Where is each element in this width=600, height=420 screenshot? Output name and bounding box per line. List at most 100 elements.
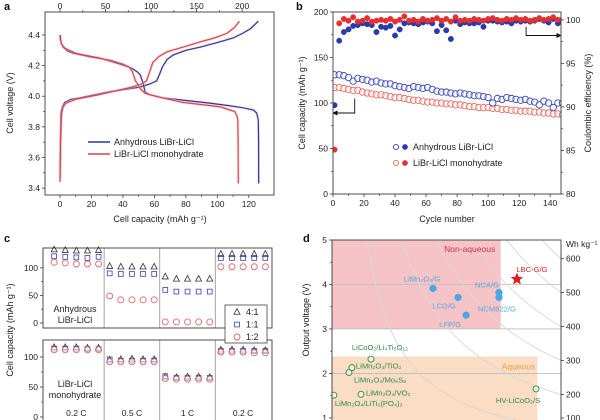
y2-tick-label: 200	[566, 389, 580, 399]
legend-marker-circle	[233, 333, 241, 341]
right-axis-arrow	[525, 26, 562, 39]
iso-energy-curve	[401, 240, 561, 395]
point-label: HV-LiCoO₂/S	[496, 396, 540, 405]
data-point	[129, 271, 135, 277]
data-point	[396, 26, 403, 33]
y-tick-label: 3.8	[28, 122, 40, 132]
x-tick-label: 120	[512, 198, 526, 208]
series-line-monohydrate-charge	[59, 20, 240, 183]
data-point	[251, 255, 258, 261]
data-point-aqueous	[532, 385, 540, 393]
data-point	[50, 245, 58, 253]
top-x-tick-label: 50	[101, 1, 111, 11]
data-point	[117, 262, 125, 270]
plot-frame	[42, 339, 273, 420]
legend-marker-square	[234, 321, 240, 328]
top-x-tick-label: 150	[190, 1, 204, 11]
y-tick-label: 100	[314, 98, 328, 108]
x-tick-label: 40	[390, 198, 400, 208]
legend-label: Anhydrous LiBr-LiCl	[114, 137, 194, 147]
data-point	[139, 358, 147, 366]
top-x-tick-label: 100	[144, 1, 158, 11]
data-point	[217, 263, 225, 271]
y-tick-label: 3	[322, 324, 327, 334]
point-label: LiMn₂O₄/Mo₆S₈	[354, 376, 406, 385]
data-point	[161, 375, 169, 383]
data-point	[106, 261, 114, 269]
data-point	[447, 36, 454, 42]
legend-marker-triangle	[233, 307, 241, 315]
legend: Anhydrous LiBr-LiCl LiBr-LiCl monohydrate	[392, 142, 503, 168]
data-point	[61, 259, 69, 267]
aqueous-label: Aqueous	[502, 362, 536, 372]
data-point	[345, 26, 352, 33]
data-point	[396, 16, 403, 23]
legend: Anhydrous LiBr-LiCl LiBr-LiCl monohydrate	[88, 137, 204, 159]
data-point	[73, 254, 80, 261]
point-label: LiMn₂O₄/LiTi₂(PO₄)₃	[335, 399, 403, 408]
data-point	[340, 29, 347, 35]
y-tick-label: 200	[314, 7, 328, 17]
data-point	[239, 249, 247, 257]
y-tick-label: 150	[314, 53, 328, 63]
non-aqueous-label: Non-aqueous	[444, 244, 495, 254]
data-point	[72, 260, 80, 268]
data-point	[151, 271, 157, 277]
x-tick-label: 60	[421, 198, 431, 208]
data-point	[262, 255, 269, 261]
aqueous-region	[332, 356, 538, 420]
data-point	[184, 288, 191, 295]
data-point	[140, 271, 146, 277]
panel-b-cycling: 0 20 40 60 80 100 120 140 0 50 100 150 200 80 85 90 95 10…	[297, 7, 593, 224]
rate-label: 0.2 C	[233, 408, 253, 418]
data-point	[162, 287, 169, 293]
rate-label: 1 C	[181, 408, 194, 418]
y-tick-label: 50	[29, 290, 39, 300]
panel-d-voltage-energy-map: Non-aqueous Aqueous LiMn₂O₄/G LCO/G LFP/G NCA…	[301, 235, 598, 420]
y-axis-label: Cell capacity (mAh g⁻¹)	[5, 283, 15, 376]
data-point	[433, 28, 440, 35]
iso-energy-curve	[436, 240, 561, 361]
data-point	[250, 263, 258, 271]
data-point	[345, 17, 352, 24]
data-point	[364, 15, 371, 22]
point-label: LiMn₂O₄/G	[404, 274, 441, 283]
y2-tick-label: 90	[566, 102, 576, 112]
data-point	[217, 249, 225, 257]
data-point-aqueous	[332, 391, 338, 399]
legend-label: LiBr-LiCl monohydrate	[114, 149, 204, 159]
y-axis-label: Output voltage (V)	[301, 283, 311, 356]
data-point-non-aqueous	[462, 311, 470, 319]
y2-tick-label: 85	[566, 145, 576, 155]
y-tick-label: 0	[323, 189, 328, 199]
x-tick-label: 0	[331, 198, 336, 208]
y2-tick-label: 80	[566, 189, 576, 199]
series-1	[333, 71, 561, 112]
data-point	[106, 270, 113, 277]
data-point	[117, 358, 125, 366]
data-point	[95, 260, 103, 268]
iso-energy-curve	[366, 240, 518, 420]
data-point	[489, 99, 497, 107]
plot-frame	[44, 11, 275, 196]
legend-marker-capacity	[392, 143, 400, 151]
y-tick-label: 4.0	[28, 91, 40, 101]
plot-frame	[331, 239, 562, 420]
x-axis-label: Cell capacity (mAh g⁻¹)	[113, 214, 206, 224]
y2-tick-label: 95	[566, 58, 576, 68]
data-point	[333, 102, 338, 109]
data-point	[150, 296, 158, 304]
data-point	[139, 262, 147, 270]
data-point	[72, 346, 80, 354]
data-point	[173, 288, 180, 295]
data-point	[184, 318, 191, 326]
y-tick-label: 4.2	[28, 61, 40, 71]
subplot-label: Anhydrous	[53, 304, 97, 314]
top-x-tick-label: 0	[58, 1, 63, 11]
legend-label: 1:2	[246, 332, 259, 342]
data-point	[218, 255, 224, 261]
data-point	[118, 271, 124, 277]
data-point-non-aqueous	[429, 284, 437, 293]
point-label: LiCoO₂/Li₄Ti₅O₁₂	[352, 343, 408, 352]
